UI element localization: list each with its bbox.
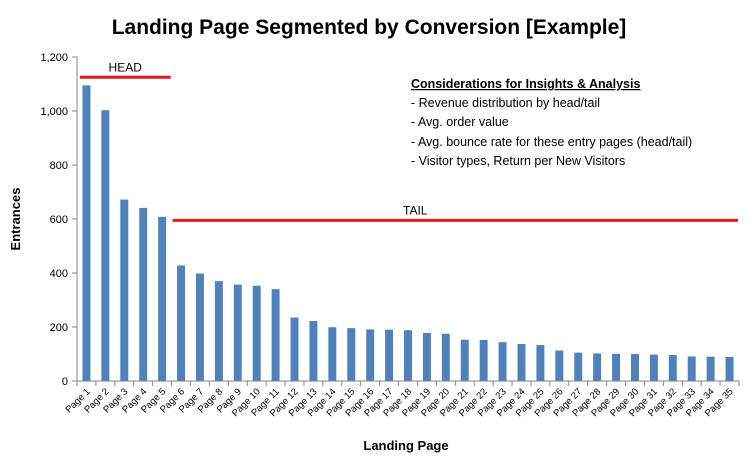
note-item: - Visitor types, Return per New Visitors — [411, 154, 625, 168]
bar — [347, 328, 356, 381]
notes-heading: Considerations for Insights & Analysis — [411, 77, 640, 91]
bar — [574, 352, 583, 381]
bar — [725, 356, 734, 381]
bar — [309, 321, 318, 381]
chart-title: Landing Page Segmented by Conversion [Ex… — [112, 16, 627, 39]
bar — [139, 207, 148, 381]
bar — [404, 330, 412, 381]
axes — [72, 56, 740, 386]
annotations: HEAD TAIL — [79, 60, 738, 222]
bar — [385, 329, 394, 381]
bar — [82, 85, 91, 381]
bar — [177, 265, 186, 381]
bar — [517, 344, 526, 381]
bar — [630, 354, 639, 381]
note-item: - Avg. order value — [411, 115, 509, 129]
bar — [271, 289, 280, 381]
bar — [649, 354, 658, 381]
y-tick-label: 1,000 — [40, 106, 68, 118]
bar — [158, 216, 167, 381]
notes-box: Considerations for Insights & Analysis -… — [411, 77, 692, 168]
bar — [593, 353, 602, 381]
bar — [706, 356, 715, 381]
bar — [120, 199, 129, 381]
bar — [687, 356, 696, 381]
y-tick-label: 1,200 — [40, 52, 68, 64]
x-axis-title: Landing Page — [363, 438, 448, 453]
y-tick-label: 400 — [50, 268, 68, 280]
bar — [498, 342, 507, 381]
head-label: HEAD — [109, 60, 143, 74]
bar — [668, 355, 677, 381]
bar — [290, 317, 299, 381]
y-tick-labels: 0 200 400 600 800 1,000 1,200 — [40, 52, 68, 388]
y-tick-label: 0 — [62, 376, 68, 388]
bar — [233, 284, 242, 381]
y-axis-title: Entrances — [8, 188, 23, 251]
bar — [252, 285, 261, 381]
bar — [479, 339, 488, 381]
bar — [366, 329, 375, 381]
bar — [422, 332, 431, 381]
bar — [195, 273, 204, 381]
bar — [460, 339, 469, 381]
bar — [328, 327, 337, 381]
note-item: - Avg. bounce rate for these entry pages… — [411, 135, 692, 149]
note-item: - Revenue distribution by head/tail — [411, 96, 600, 110]
y-tick-label: 600 — [50, 214, 68, 226]
bar — [536, 345, 545, 381]
bar — [612, 353, 621, 381]
bar — [441, 333, 450, 381]
bar — [214, 281, 223, 381]
tail-label: TAIL — [403, 203, 428, 217]
bars — [82, 85, 734, 381]
y-tick-label: 200 — [50, 322, 68, 334]
y-tick-label: 800 — [50, 160, 68, 172]
bar — [555, 350, 564, 381]
bar — [101, 110, 110, 381]
